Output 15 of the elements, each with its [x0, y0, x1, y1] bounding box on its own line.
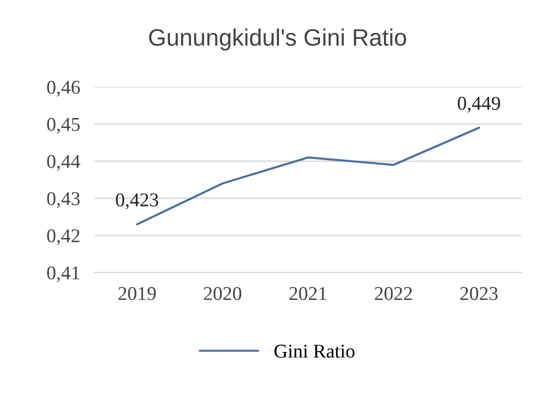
y-tick-label: 0,42: [47, 229, 80, 246]
legend-label: Gini Ratio: [274, 344, 354, 358]
y-tick-label: 0,41: [47, 266, 80, 282]
y-tick-label: 0,46: [47, 80, 80, 97]
x-tick-label: 2021: [289, 287, 326, 300]
x-tick-label: 2019: [118, 287, 156, 300]
x-tick-label: 2020: [204, 287, 242, 300]
y-tick-label: 0,45: [47, 118, 80, 134]
x-tick-label: 2023: [460, 287, 498, 300]
chart-title: Gunungkidul's Gini Ratio: [149, 28, 406, 51]
y-tick-label: 0,43: [47, 192, 80, 208]
y-tick-label: 0,44: [47, 154, 80, 171]
x-tick-label: 2022: [374, 287, 412, 300]
data-label: 0,423: [116, 193, 158, 210]
data-label: 0,449: [458, 96, 500, 113]
